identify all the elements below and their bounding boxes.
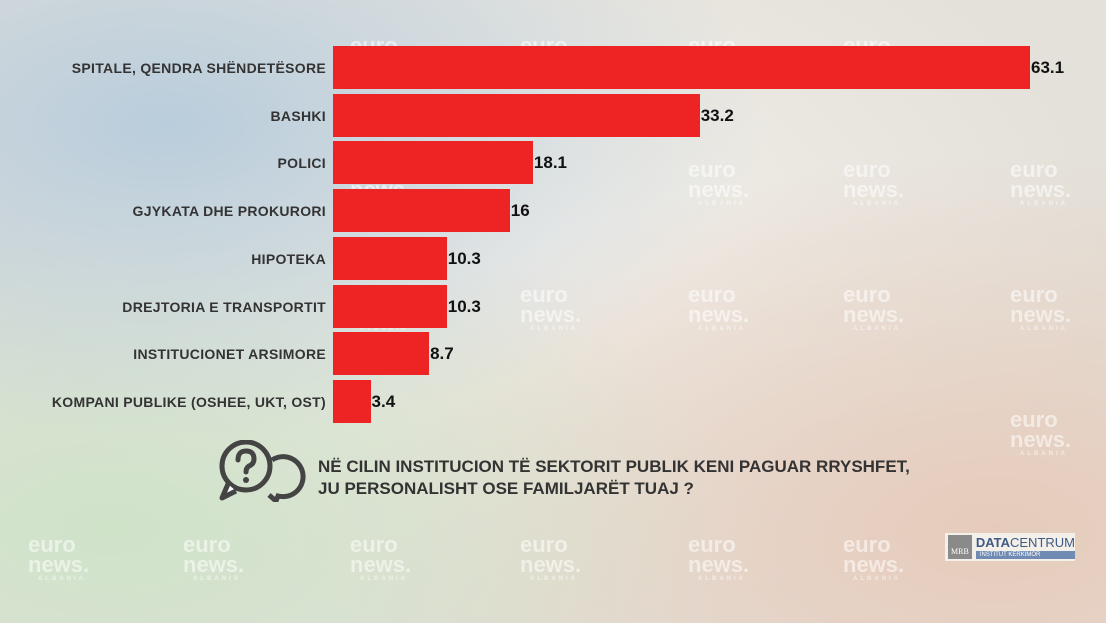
value-label: 10.3: [447, 296, 481, 316]
value-label: 3.4: [371, 391, 396, 411]
logo-centrum: CENTRUM: [1010, 535, 1075, 550]
logo-data: DATA: [975, 535, 1010, 550]
category-label: KOMPANI PUBLIKE (OSHEE, UKT, OST): [51, 393, 326, 410]
value-label: 8.7: [430, 344, 454, 364]
value-label: 18.1: [533, 153, 568, 173]
category-label: HIPOTEKA: [251, 250, 326, 267]
datacentrum-logo: MRB DATACENTRUM INSTITUT KËRKIMOR: [945, 533, 1075, 561]
logo-subtitle: INSTITUT KËRKIMOR: [975, 551, 1075, 559]
question-chat-icon: [219, 440, 306, 502]
bar: [333, 332, 430, 376]
question-line-2: JU PERSONALISHT OSE FAMILJARËT TUAJ ?: [318, 479, 694, 498]
category-label: SPITALE, QENDRA SHËNDETËSORE: [71, 60, 326, 76]
category-label: DREJTORIA E TRANSPORTIT: [122, 298, 326, 315]
bar: [333, 379, 371, 423]
category-label: INSTITUCIONET ARSIMORE: [133, 346, 326, 363]
bar: [333, 46, 1030, 89]
category-label: GJYKATA DHE PROKURORI: [132, 203, 326, 220]
value-label: 16: [510, 201, 530, 221]
value-label: 10.3: [447, 248, 481, 268]
bar: [333, 141, 533, 185]
category-label: POLICI: [277, 155, 326, 172]
bar: [333, 284, 447, 328]
bar: [333, 93, 700, 137]
category-label: BASHKI: [270, 107, 326, 124]
value-label: 63.1: [1031, 58, 1065, 77]
survey-question: NË CILIN INSTITUCION TË SEKTORIT PUBLIK …: [318, 456, 910, 500]
value-label: 33.2: [700, 105, 734, 125]
bar: [333, 236, 447, 280]
mrb-logo: MRB: [948, 535, 972, 559]
question-line-1: NË CILIN INSTITUCION TË SEKTORIT PUBLIK …: [318, 457, 910, 476]
bar: [333, 189, 510, 233]
